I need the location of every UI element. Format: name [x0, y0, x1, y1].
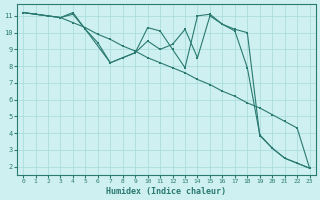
X-axis label: Humidex (Indice chaleur): Humidex (Indice chaleur) — [106, 187, 226, 196]
